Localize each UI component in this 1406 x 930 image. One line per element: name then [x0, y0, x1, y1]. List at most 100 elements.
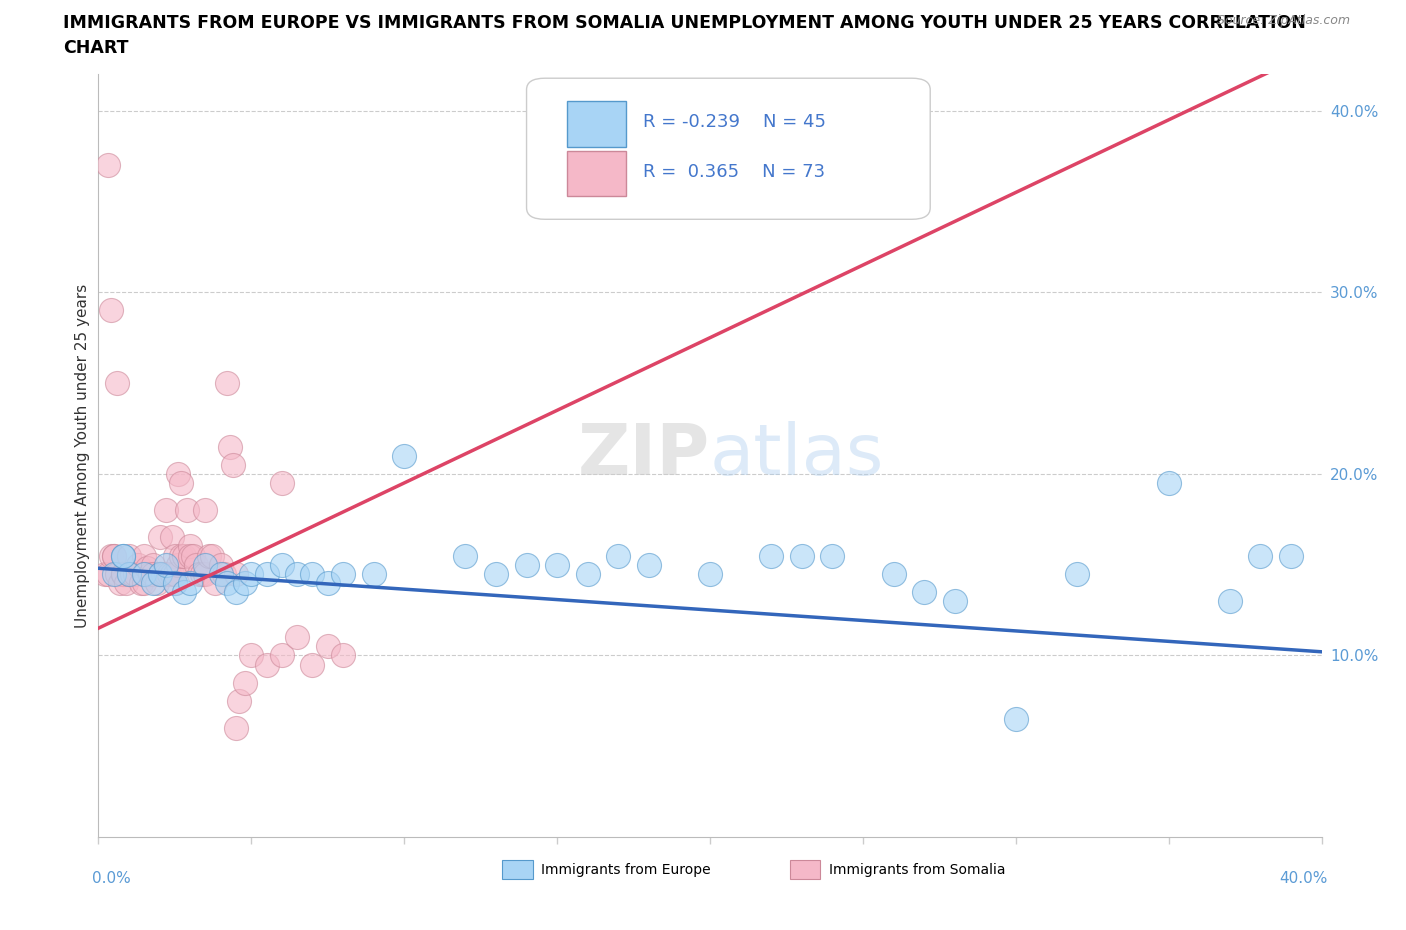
- Point: [145, 576, 167, 591]
- Point: [103, 548, 125, 563]
- Point: [637, 557, 661, 572]
- Point: [883, 566, 905, 581]
- Point: [155, 557, 177, 572]
- Point: [179, 576, 201, 591]
- Point: [181, 548, 204, 563]
- Point: [204, 576, 226, 591]
- Point: [167, 467, 190, 482]
- Point: [759, 548, 782, 563]
- Point: [100, 303, 122, 318]
- Text: Source: ZipAtlas.com: Source: ZipAtlas.com: [1216, 14, 1350, 27]
- Point: [115, 576, 138, 591]
- Point: [167, 557, 190, 572]
- Point: [111, 566, 134, 581]
- Point: [821, 548, 844, 563]
- Point: [157, 566, 180, 581]
- Point: [136, 561, 159, 576]
- Point: [546, 557, 568, 572]
- Text: 40.0%: 40.0%: [1279, 871, 1327, 886]
- Point: [103, 548, 125, 563]
- Point: [124, 566, 146, 581]
- Point: [149, 566, 172, 581]
- Point: [301, 566, 323, 581]
- Point: [134, 576, 156, 591]
- Point: [215, 376, 238, 391]
- Point: [142, 576, 165, 591]
- Point: [97, 158, 120, 173]
- Bar: [567, 151, 626, 196]
- Point: [186, 557, 208, 572]
- Point: [332, 648, 354, 663]
- Point: [790, 548, 813, 563]
- Point: [943, 593, 966, 608]
- Point: [155, 566, 177, 581]
- Point: [1004, 711, 1026, 726]
- Point: [699, 566, 721, 581]
- Point: [485, 566, 508, 581]
- Point: [149, 566, 172, 581]
- Point: [256, 566, 278, 581]
- Point: [97, 566, 120, 581]
- Point: [212, 566, 235, 581]
- Point: [121, 566, 143, 581]
- Point: [200, 548, 222, 563]
- Point: [209, 557, 232, 572]
- Point: [163, 576, 186, 591]
- Point: [194, 557, 217, 572]
- Point: [1249, 548, 1271, 563]
- Point: [233, 675, 256, 690]
- Point: [93, 566, 115, 581]
- Point: [215, 576, 238, 591]
- Point: [1157, 475, 1180, 490]
- Point: [188, 566, 211, 581]
- Point: [152, 566, 174, 581]
- Point: [111, 566, 134, 581]
- Point: [225, 566, 247, 581]
- Point: [103, 566, 125, 581]
- Point: [222, 458, 245, 472]
- Point: [100, 548, 122, 563]
- Point: [163, 576, 186, 591]
- Point: [105, 376, 128, 391]
- Point: [228, 694, 250, 709]
- Point: [607, 548, 630, 563]
- Point: [160, 566, 183, 581]
- Point: [176, 503, 198, 518]
- Point: [256, 658, 278, 672]
- Point: [179, 539, 201, 554]
- Point: [134, 566, 156, 581]
- Point: [134, 566, 156, 581]
- Point: [173, 548, 195, 563]
- Point: [111, 548, 134, 563]
- Point: [912, 584, 935, 599]
- Point: [301, 658, 323, 672]
- Point: [129, 576, 152, 591]
- Text: R =  0.365    N = 73: R = 0.365 N = 73: [643, 163, 825, 181]
- Y-axis label: Unemployment Among Youth under 25 years: Unemployment Among Youth under 25 years: [75, 284, 90, 628]
- Point: [142, 566, 165, 581]
- Text: R = -0.239    N = 45: R = -0.239 N = 45: [643, 113, 825, 131]
- Point: [225, 721, 247, 736]
- Point: [170, 548, 193, 563]
- Point: [392, 448, 416, 463]
- Text: IMMIGRANTS FROM EUROPE VS IMMIGRANTS FROM SOMALIA UNEMPLOYMENT AMONG YOUTH UNDER: IMMIGRANTS FROM EUROPE VS IMMIGRANTS FRO…: [63, 14, 1306, 32]
- Point: [270, 648, 292, 663]
- Point: [363, 566, 385, 581]
- Point: [179, 548, 201, 563]
- Bar: [502, 860, 533, 879]
- Point: [316, 576, 339, 591]
- Bar: [790, 860, 820, 879]
- Point: [111, 548, 134, 563]
- Point: [118, 548, 141, 563]
- Point: [173, 584, 195, 599]
- Point: [118, 566, 141, 581]
- Point: [219, 439, 242, 454]
- Point: [149, 566, 172, 581]
- Point: [233, 576, 256, 591]
- Text: Immigrants from Europe: Immigrants from Europe: [541, 863, 711, 877]
- Point: [240, 648, 263, 663]
- Point: [149, 530, 172, 545]
- Point: [1066, 566, 1088, 581]
- Text: 0.0%: 0.0%: [93, 871, 131, 886]
- FancyBboxPatch shape: [526, 78, 931, 219]
